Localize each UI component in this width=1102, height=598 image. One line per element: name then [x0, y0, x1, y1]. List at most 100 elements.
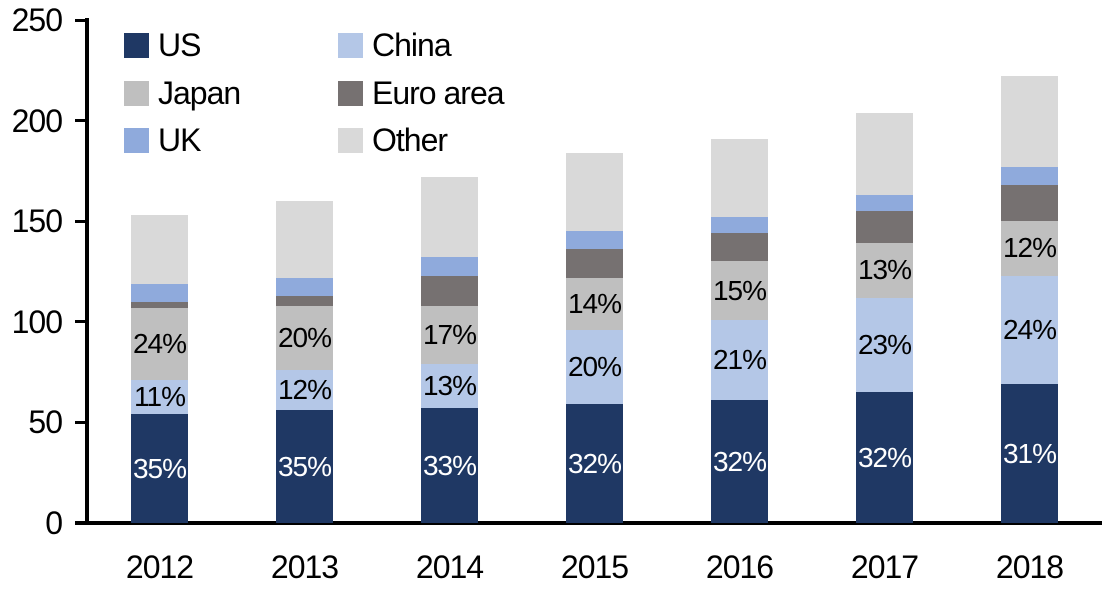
x-tick-label-2013: 2013: [270, 549, 339, 585]
y-tick: [75, 119, 86, 123]
segment-label-japan-2017: 13%: [857, 254, 912, 286]
bar-segment-euro-area-2014: [421, 275, 478, 306]
x-tick-label-2015: 2015: [560, 549, 629, 585]
bar-segment-uk-2016: [711, 217, 768, 234]
bar-segment-other-2014: [421, 176, 478, 258]
y-tick-label: 150: [11, 203, 63, 240]
segment-label-us-2012: 35%: [132, 452, 187, 484]
bar-segment-japan-2017: [856, 243, 913, 298]
bar-segment-euro-area-2017: [856, 211, 913, 244]
y-tick: [75, 219, 86, 223]
bar-segment-uk-2015: [566, 231, 623, 250]
bar-segment-uk-2013: [276, 277, 333, 296]
legend-label-china: China: [372, 27, 452, 63]
bar-segment-uk-2017: [856, 195, 913, 212]
segment-label-japan-2015: 14%: [567, 287, 622, 319]
x-tick-label-2017: 2017: [850, 549, 919, 585]
legend-swatch-japan-icon: [124, 80, 149, 106]
bar-segment-us-2016: [711, 400, 768, 523]
bar-segment-china-2012: [131, 380, 188, 415]
segment-label-china-2016: 21%: [712, 344, 767, 376]
bar-segment-us-2013: [276, 410, 333, 523]
legend-swatch-uk-icon: [124, 127, 149, 153]
bar-segment-us-2017: [856, 392, 913, 523]
bar-segment-japan-2012: [131, 307, 188, 381]
legend-label-euro-area: Euro area: [372, 75, 505, 111]
bar-segment-us-2015: [566, 404, 623, 523]
legend-label-us: US: [158, 27, 201, 63]
y-tick-label: 0: [45, 505, 63, 541]
bar-segment-us-2014: [421, 408, 478, 523]
segment-label-us-2017: 32%: [857, 441, 912, 473]
bar-segment-euro-area-2018: [1001, 184, 1058, 222]
segment-label-us-2018: 31%: [1002, 437, 1057, 469]
bar-segment-china-2017: [856, 297, 913, 393]
segment-label-china-2012: 11%: [134, 381, 186, 413]
bar-segment-china-2016: [711, 319, 768, 401]
bar-segment-us-2012: [131, 414, 188, 523]
bar-segment-china-2015: [566, 329, 623, 405]
legend-item-us: US: [124, 27, 201, 63]
y-axis-line: [85, 18, 89, 525]
y-tick-label: 50: [28, 404, 63, 441]
segment-label-japan-2018: 12%: [1002, 232, 1057, 264]
legend-swatch-other-icon: [338, 127, 363, 153]
bar-segment-uk-2012: [131, 283, 188, 302]
bar-segment-china-2013: [276, 370, 333, 411]
bar-segment-other-2016: [711, 138, 768, 218]
segment-label-us-2013: 35%: [277, 450, 332, 482]
segment-label-japan-2013: 20%: [277, 321, 332, 353]
legend-item-uk: UK: [124, 122, 201, 158]
bar-segment-euro-area-2016: [711, 233, 768, 262]
segment-label-japan-2014: 17%: [422, 318, 477, 350]
legend-item-euro-area: Euro area: [338, 75, 505, 111]
legend-label-other: Other: [372, 122, 448, 158]
segment-label-china-2018: 24%: [1002, 313, 1057, 345]
bar-segment-japan-2015: [566, 277, 623, 330]
x-tick-label-2012: 2012: [125, 549, 194, 585]
bar-segment-china-2018: [1001, 275, 1058, 385]
bar-segment-euro-area-2012: [131, 301, 188, 308]
x-tick-label-2014: 2014: [415, 549, 484, 585]
y-tick: [75, 18, 86, 22]
bar-segment-euro-area-2015: [566, 249, 623, 278]
segment-label-us-2015: 32%: [567, 447, 622, 479]
bar-segment-other-2012: [131, 215, 188, 284]
y-tick-label: 100: [11, 303, 63, 340]
legend-item-china: China: [338, 27, 452, 63]
segment-label-china-2013: 12%: [277, 374, 332, 406]
bar-segment-other-2017: [856, 112, 913, 196]
y-tick: [75, 320, 86, 324]
x-tick-label-2018: 2018: [995, 549, 1064, 585]
bar-segment-uk-2018: [1001, 166, 1058, 185]
legend-item-other: Other: [338, 122, 448, 158]
legend-swatch-china-icon: [338, 32, 363, 58]
x-tick-label-2016: 2016: [705, 549, 774, 585]
bar-segment-uk-2014: [421, 257, 478, 276]
bar-segment-japan-2018: [1001, 221, 1058, 276]
y-tick-label: 250: [11, 2, 63, 38]
bar-segment-japan-2014: [421, 305, 478, 365]
segment-label-china-2015: 20%: [567, 351, 622, 383]
legend-label-japan: Japan: [158, 75, 241, 111]
bar-segment-us-2018: [1001, 384, 1058, 523]
bar-segment-china-2014: [421, 364, 478, 409]
legend-label-uk: UK: [158, 122, 201, 158]
bar-segment-other-2015: [566, 152, 623, 232]
bar-segment-other-2013: [276, 201, 333, 278]
legend-swatch-euro-area-icon: [338, 80, 363, 106]
segment-label-us-2014: 33%: [422, 449, 477, 481]
bar-segment-japan-2013: [276, 305, 333, 371]
legend-item-japan: Japan: [124, 75, 241, 111]
segment-label-us-2016: 32%: [712, 445, 767, 477]
segment-label-japan-2012: 24%: [132, 327, 187, 359]
bar-segment-euro-area-2013: [276, 295, 333, 306]
segment-label-china-2014: 13%: [422, 370, 477, 402]
segment-label-japan-2016: 15%: [712, 274, 767, 306]
segment-label-china-2017: 23%: [857, 328, 912, 360]
x-axis-line: [75, 521, 1102, 525]
y-tick: [75, 420, 86, 424]
y-tick-label: 200: [11, 102, 63, 139]
bar-segment-other-2018: [1001, 76, 1058, 167]
